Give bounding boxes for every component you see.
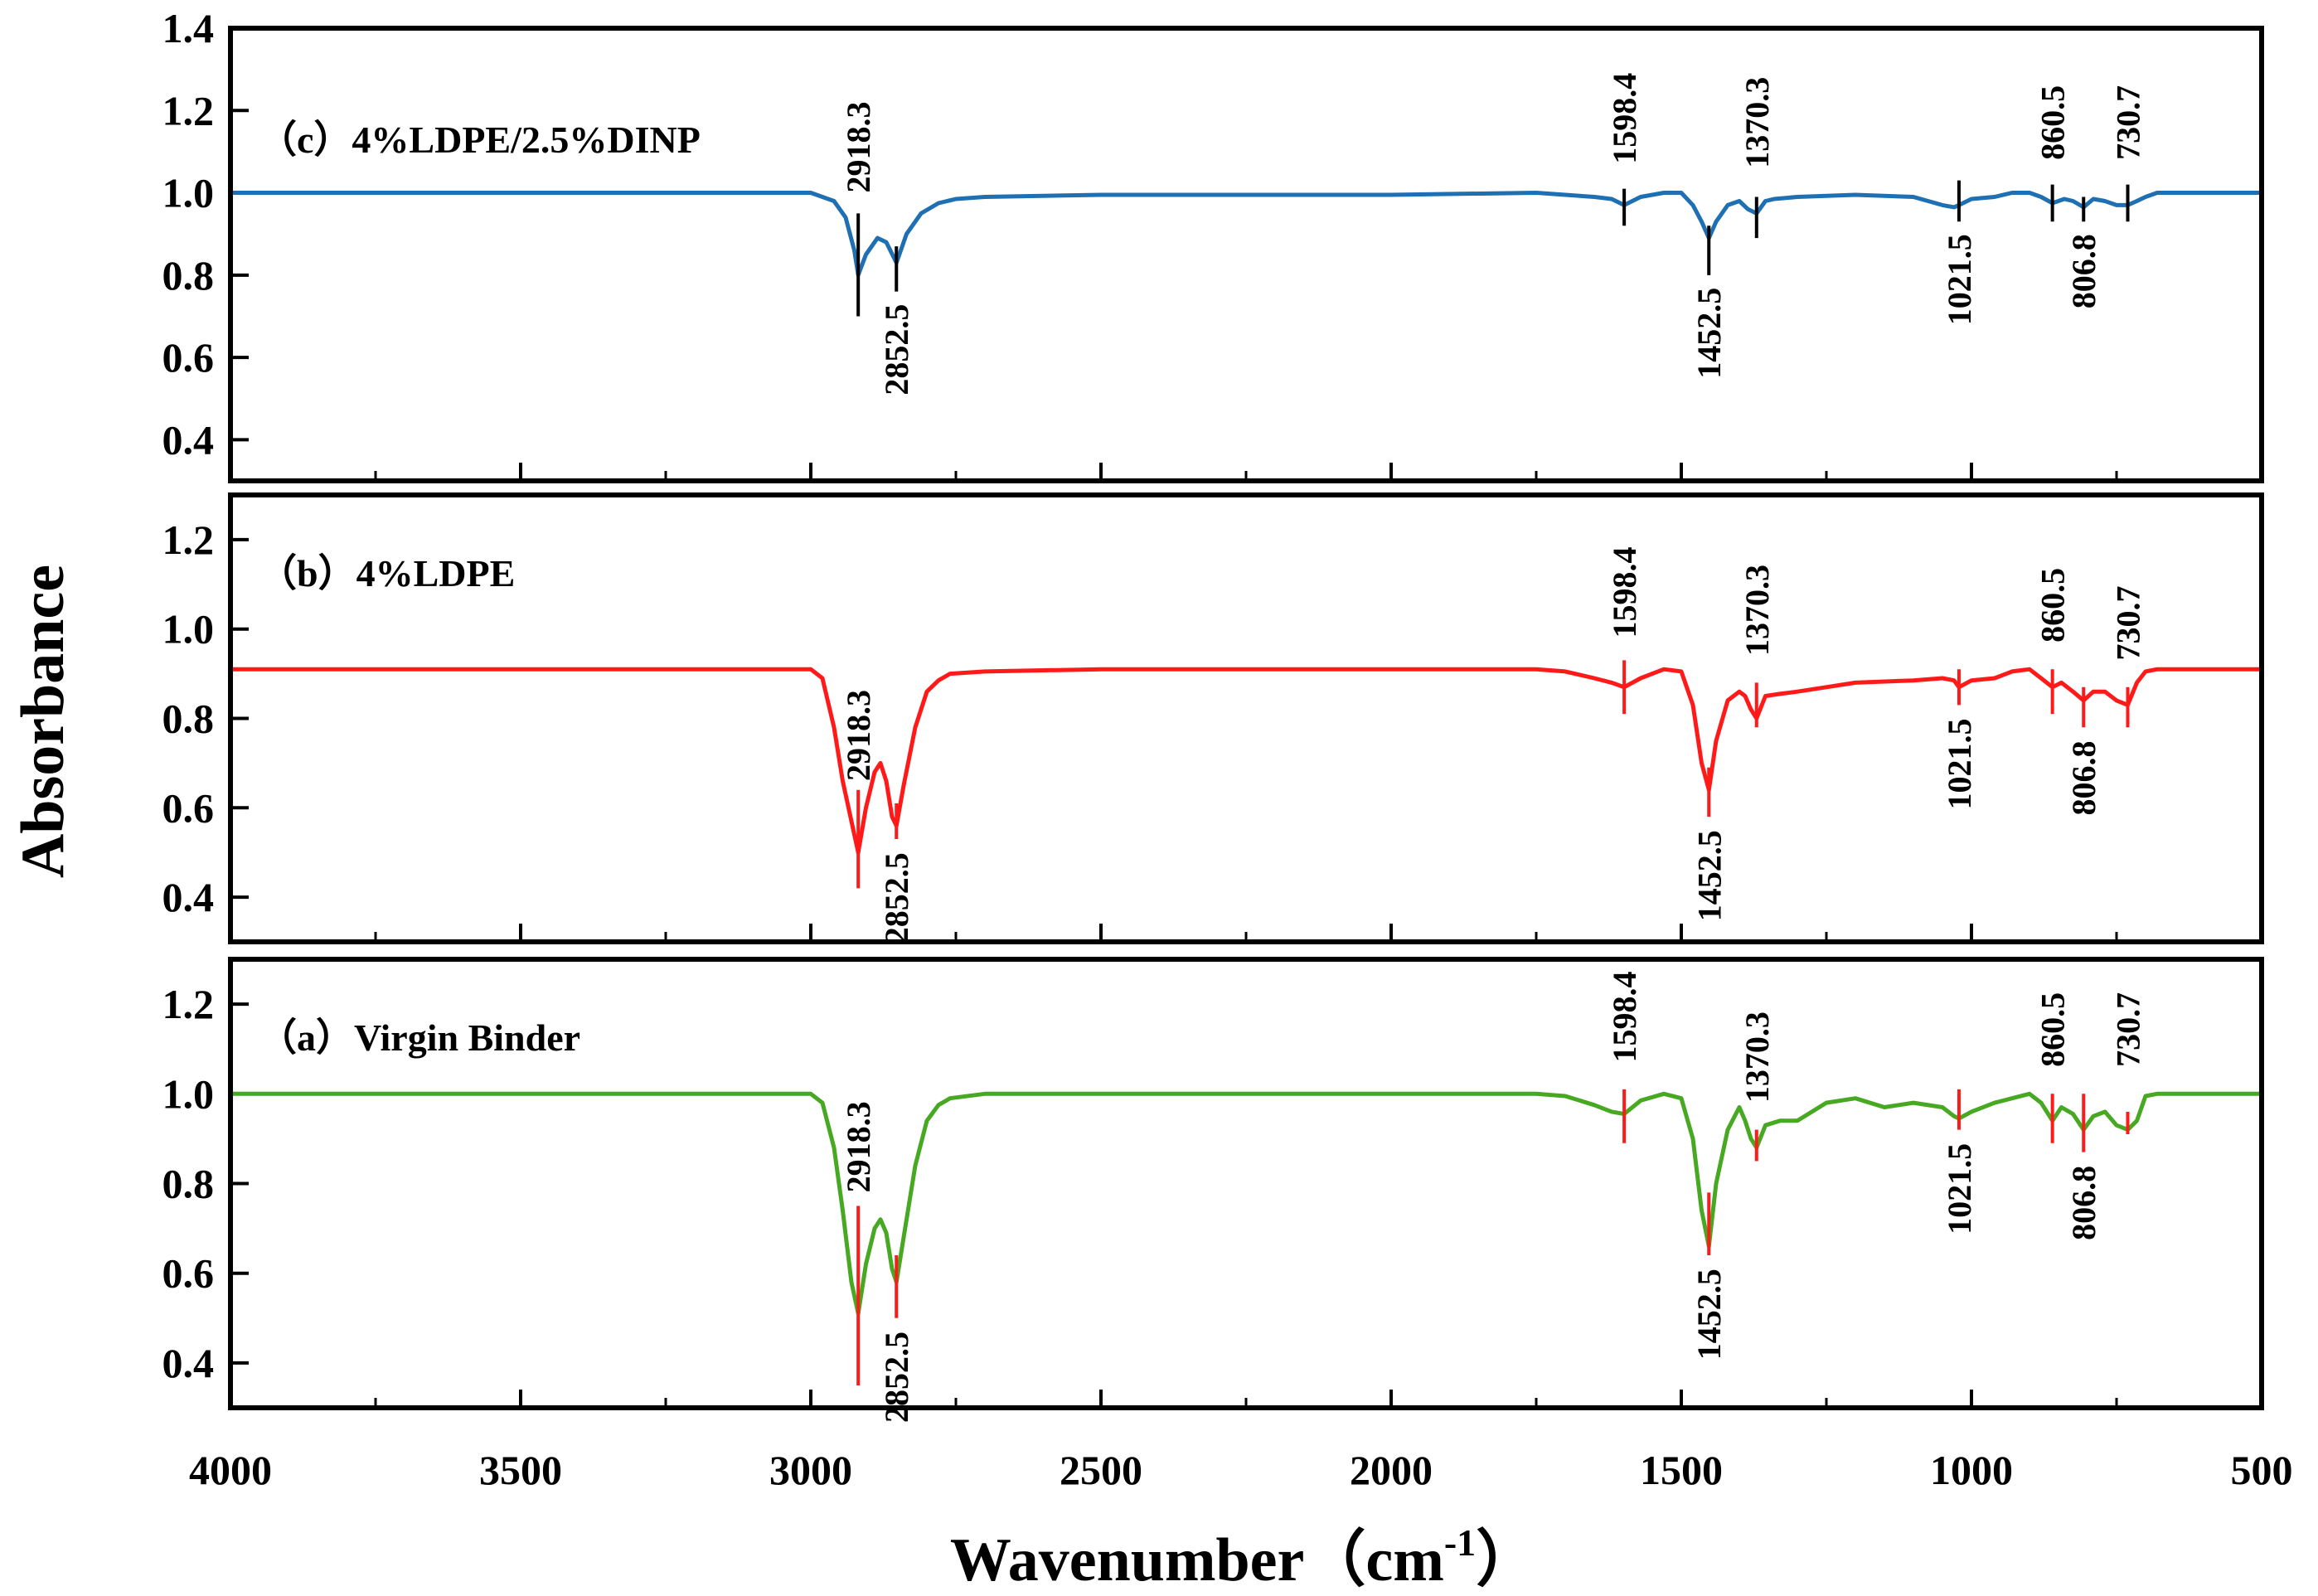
panels-layer: 0.4 0.6 0.8 1.0 1.2 1.4 2918.3 2852.5 1598.4 1452… — [162, 5, 2264, 1423]
peak-label: 1370.3 — [1738, 77, 1776, 168]
x-tick-label: 500 — [2231, 1447, 2293, 1493]
peak-label: 1452.5 — [1690, 830, 1728, 921]
peak-label: 730.7 — [2110, 585, 2147, 660]
peak-label: 860.5 — [2034, 992, 2072, 1067]
series-line — [230, 1091, 2262, 1316]
panel-1: 0.4 0.6 0.8 1.0 1.2 2918.3 2852.5 1598.4 1452.5 1… — [162, 492, 2264, 944]
peak-label: 2918.3 — [840, 102, 877, 193]
peak-label: 2918.3 — [840, 690, 877, 781]
series-line — [230, 667, 2262, 855]
x-axis-title: Wavenumber（cm-1） — [950, 1521, 1537, 1592]
x-tick-label: 2000 — [1350, 1447, 1433, 1493]
peak-label: 1021.5 — [1941, 719, 1978, 810]
peak-label: 860.5 — [2034, 568, 2072, 643]
peak-label: 1021.5 — [1941, 1143, 1978, 1235]
panel-0: 0.4 0.6 0.8 1.0 1.2 1.4 2918.3 2852.5 1598.4 1452… — [162, 5, 2264, 483]
y-tick-label: 1.0 — [162, 606, 215, 652]
peak-label: 1598.4 — [1606, 546, 1643, 638]
peak-label: 1452.5 — [1690, 1269, 1728, 1360]
panel-frame — [228, 26, 2264, 483]
panel-label: （a）Virgin Binder — [259, 1016, 580, 1059]
peak-label: 1598.4 — [1606, 73, 1643, 164]
x-axis: 4000 3500 3000 2500 2000 1500 1000 500 — [189, 1447, 2293, 1493]
series-line — [230, 191, 2262, 278]
y-tick-label: 0.6 — [162, 1250, 215, 1297]
x-axis-title-end: ） — [1476, 1526, 1537, 1592]
peak-label: 1370.3 — [1738, 1011, 1776, 1103]
peak-label: 2918.3 — [840, 1101, 877, 1192]
peak-label: 1021.5 — [1941, 234, 1978, 325]
peak-label: 730.7 — [2110, 85, 2147, 160]
panel-label: （b）4%LDPE — [259, 552, 515, 594]
y-tick-label: 1.2 — [162, 517, 215, 563]
peak-label: 730.7 — [2110, 992, 2147, 1067]
y-tick-label: 1.0 — [162, 170, 215, 216]
peak-label: 806.8 — [2065, 740, 2102, 815]
y-tick-label: 1.4 — [162, 5, 215, 51]
panel-frame — [228, 957, 2264, 1410]
panel-label: （c）4%LDPE/2.5%DINP — [259, 119, 701, 161]
x-axis-title-superscript: -1 — [1444, 1521, 1476, 1564]
panel-frame — [228, 492, 2264, 944]
x-tick-label: 1000 — [1930, 1447, 2013, 1493]
peak-label: 2852.5 — [878, 852, 915, 944]
y-axis-title: Absorbance — [9, 565, 77, 878]
x-tick-label: 2500 — [1060, 1447, 1142, 1493]
y-tick-label: 0.4 — [162, 416, 215, 463]
peak-label: 1370.3 — [1738, 565, 1776, 656]
y-tick-label: 1.2 — [162, 981, 215, 1027]
x-axis-title-main: Wavenumber（cm — [950, 1526, 1444, 1592]
y-tick-label: 0.8 — [162, 252, 215, 298]
peak-label: 2852.5 — [878, 304, 915, 395]
y-tick-label: 0.4 — [162, 874, 215, 920]
y-tick-label: 1.2 — [162, 87, 215, 133]
y-tick-label: 0.4 — [162, 1340, 215, 1386]
y-tick-label: 1.0 — [162, 1070, 215, 1117]
peak-label: 806.8 — [2065, 234, 2102, 308]
y-tick-label: 0.8 — [162, 1161, 215, 1207]
peak-label: 806.8 — [2065, 1166, 2102, 1240]
panel-2: 0.40.60.81.01.22918.32852.51598.41452.51… — [162, 957, 2264, 1423]
y-tick-label: 0.6 — [162, 334, 215, 381]
x-tick-label: 4000 — [189, 1447, 272, 1493]
peak-label: 1598.4 — [1606, 971, 1643, 1062]
y-tick-label: 0.8 — [162, 696, 215, 742]
peak-label: 1452.5 — [1690, 288, 1728, 379]
y-tick-label: 0.6 — [162, 784, 215, 831]
x-tick-label: 1500 — [1640, 1447, 1723, 1493]
peak-label: 860.5 — [2034, 85, 2072, 160]
x-tick-label: 3000 — [769, 1447, 852, 1493]
x-tick-label: 3500 — [479, 1447, 562, 1493]
